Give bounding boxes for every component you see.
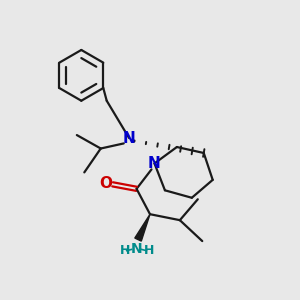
- Text: N: N: [131, 242, 142, 256]
- Text: H: H: [119, 244, 130, 257]
- Text: N: N: [123, 130, 136, 146]
- Text: N: N: [148, 156, 161, 171]
- Polygon shape: [135, 214, 150, 241]
- Text: H: H: [144, 244, 154, 257]
- Text: O: O: [100, 176, 112, 191]
